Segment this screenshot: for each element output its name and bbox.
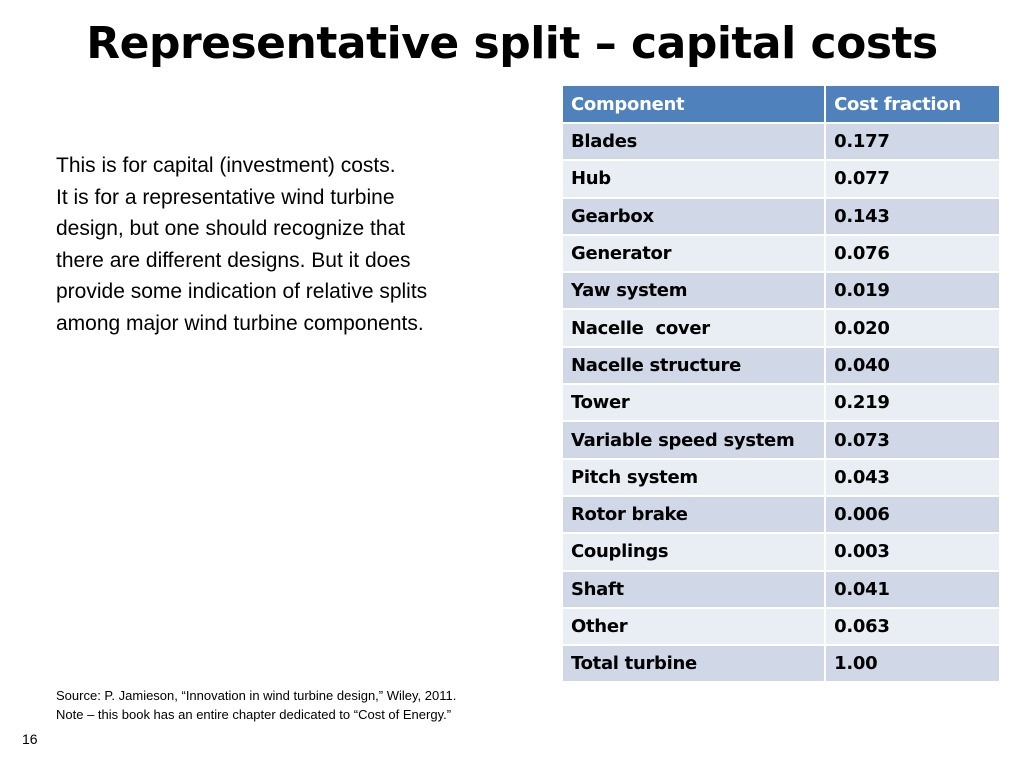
cost-fraction-table: Component Cost fraction Blades 0.177 Hub…: [560, 84, 1001, 684]
source-line: Source: P. Jamieson, “Innovation in wind…: [56, 688, 457, 703]
table-row: Yaw system 0.019: [560, 271, 1001, 311]
table-row: Pitch system 0.043: [560, 457, 1001, 497]
component-cell: Couplings: [560, 532, 827, 572]
component-cell: Tower: [560, 383, 827, 423]
slide-number: 16: [22, 731, 38, 747]
table-row: Rotor brake 0.006: [560, 494, 1001, 535]
slide-title: Representative split – capital costs: [86, 18, 938, 69]
table-row: Couplings 0.003: [560, 532, 1001, 572]
table-header-row: Component Cost fraction: [560, 84, 1001, 124]
cost-fraction-cell: 0.003: [824, 532, 1001, 572]
body-text-line: This is for capital (investment) costs.: [56, 154, 396, 177]
cost-fraction-cell: 0.063: [824, 606, 1001, 647]
cost-fraction-cell: 0.020: [824, 308, 1001, 348]
component-cell: Other: [560, 606, 827, 647]
cost-fraction-cell: 0.076: [824, 233, 1001, 274]
component-cell: Generator: [560, 233, 827, 274]
cost-fraction-cell: 0.040: [824, 345, 1001, 386]
table-row: Nacelle structure 0.040: [560, 345, 1001, 386]
component-cell: Variable speed system: [560, 420, 827, 460]
table-row: Shaft 0.041: [560, 569, 1001, 609]
table-row: Hub 0.077: [560, 159, 1001, 199]
component-cell: Hub: [560, 159, 827, 199]
table-row: Tower 0.219: [560, 383, 1001, 423]
cost-fraction-cell: 0.019: [824, 271, 1001, 311]
column-header-cost-fraction: Cost fraction: [824, 84, 1001, 124]
cost-fraction-cell: 0.177: [824, 121, 1001, 162]
body-text-line: It is for a representative wind turbine: [56, 185, 395, 209]
table-row: Blades 0.177: [560, 121, 1001, 162]
component-cell: Total turbine: [560, 644, 827, 684]
cost-fraction-cell: 0.041: [824, 569, 1001, 609]
component-cell: Gearbox: [560, 196, 827, 236]
table-row-total: Total turbine 1.00: [560, 644, 1001, 684]
component-cell: Blades: [560, 121, 827, 162]
body-text-line: among major wind turbine components.: [56, 311, 424, 335]
source-citation: Source: P. Jamieson, “Innovation in wind…: [56, 686, 556, 724]
cost-fraction-cell: 0.073: [824, 420, 1001, 460]
table-row: Gearbox 0.143: [560, 196, 1001, 236]
cost-fraction-cell: 0.143: [824, 196, 1001, 236]
table-row: Nacelle cover 0.020: [560, 308, 1001, 348]
table-row: Generator 0.076: [560, 233, 1001, 274]
cost-fraction-cell: 0.219: [824, 383, 1001, 423]
body-text-line: design, but one should recognize that: [56, 217, 406, 240]
component-cell: Nacelle structure: [560, 345, 827, 386]
column-header-component: Component: [560, 84, 827, 124]
component-cell: Shaft: [560, 569, 827, 609]
cost-fraction-cell: 0.077: [824, 159, 1001, 199]
body-text: This is for capital (investment) costs. …: [56, 150, 526, 339]
table-row: Other 0.063: [560, 606, 1001, 647]
body-text-line: there are different designs. But it does: [56, 248, 411, 272]
table-row: Variable speed system 0.073: [560, 420, 1001, 460]
cost-fraction-cell: 1.00: [824, 644, 1001, 684]
body-text-line: provide some indication of relative spli…: [56, 280, 428, 303]
component-cell: Rotor brake: [560, 494, 827, 535]
component-cell: Pitch system: [560, 457, 827, 497]
cost-fraction-cell: 0.006: [824, 494, 1001, 535]
component-cell: Yaw system: [560, 271, 827, 311]
cost-fraction-cell: 0.043: [824, 457, 1001, 497]
component-cell: Nacelle cover: [560, 308, 827, 348]
source-note-line: Note – this book has an entire chapter d…: [56, 707, 452, 722]
